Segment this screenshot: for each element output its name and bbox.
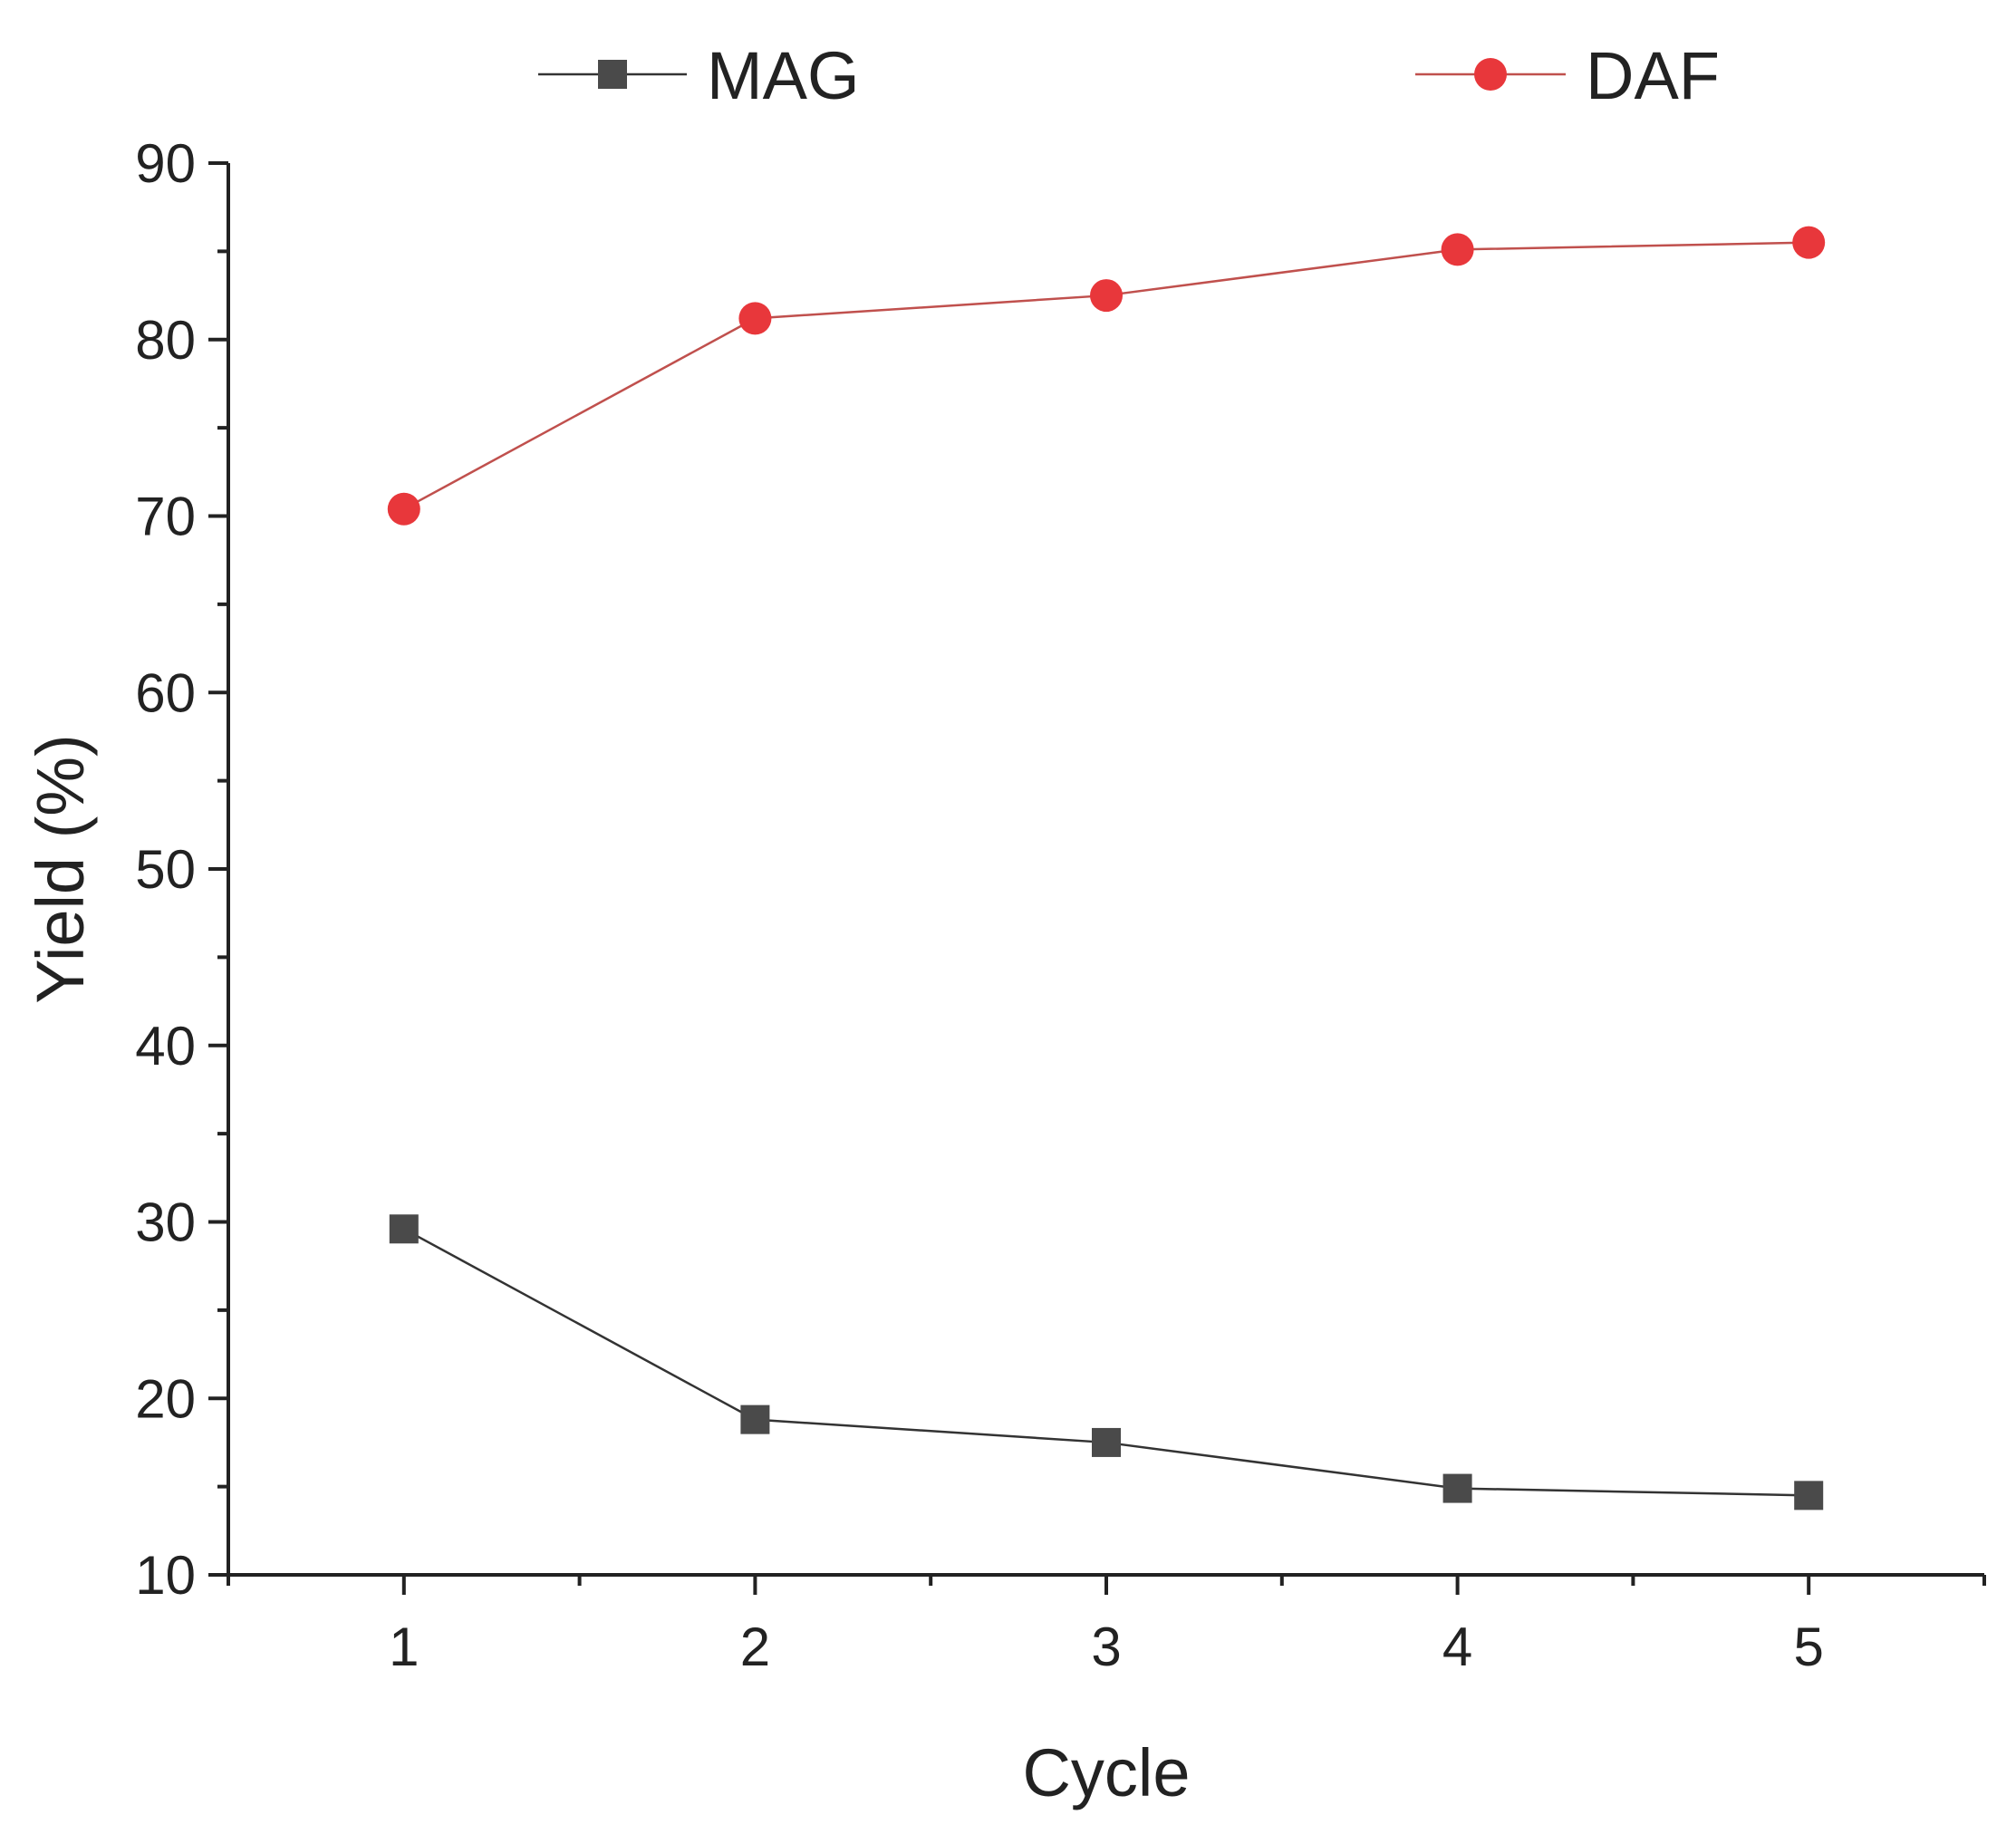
data-point-mag	[1092, 1427, 1121, 1457]
legend-label-mag: MAG	[707, 38, 860, 113]
y-tick-label: 70	[135, 487, 196, 547]
legend-marker-mag	[598, 60, 627, 89]
y-axis-title: Yield (%)	[23, 734, 98, 1003]
data-point-mag	[1794, 1481, 1824, 1511]
y-tick-label: 30	[135, 1192, 196, 1253]
data-point-daf	[1090, 279, 1123, 313]
axes: 10 20 30 40 50 60 70 80 90 1 2 3 4 5	[135, 133, 1986, 1677]
legend: MAG DAF	[538, 38, 1720, 113]
y-tick-label: 80	[135, 310, 196, 371]
legend-label-daf: DAF	[1586, 38, 1720, 113]
y-tick-label: 90	[135, 133, 196, 194]
legend-marker-daf	[1474, 58, 1507, 91]
y-tick-label: 20	[135, 1368, 196, 1429]
x-tick-label: 4	[1442, 1617, 1472, 1677]
data-point-mag	[389, 1214, 419, 1244]
y-tick-label: 50	[135, 839, 196, 900]
series-mag	[389, 1214, 1824, 1511]
series-daf	[387, 226, 1826, 526]
y-tick-label: 40	[135, 1016, 196, 1076]
data-point-mag	[740, 1404, 770, 1434]
x-axis-ticks: 1 2 3 4 5	[227, 1575, 1986, 1677]
y-axis-ticks: 10 20 30 40 50 60 70 80 90	[135, 133, 228, 1606]
data-point-daf	[387, 492, 420, 526]
data-point-mag	[1442, 1473, 1472, 1503]
series-layer	[387, 226, 1826, 1511]
data-point-daf	[738, 302, 772, 335]
x-tick-label: 3	[1091, 1617, 1121, 1677]
x-tick-label: 1	[389, 1617, 419, 1677]
data-point-daf	[1792, 226, 1826, 259]
data-point-daf	[1441, 233, 1474, 266]
x-tick-label: 2	[740, 1617, 770, 1677]
y-tick-label: 60	[135, 662, 196, 723]
y-tick-label: 10	[135, 1545, 196, 1606]
x-tick-label: 5	[1794, 1617, 1824, 1677]
x-axis-title: Cycle	[1022, 1735, 1190, 1810]
